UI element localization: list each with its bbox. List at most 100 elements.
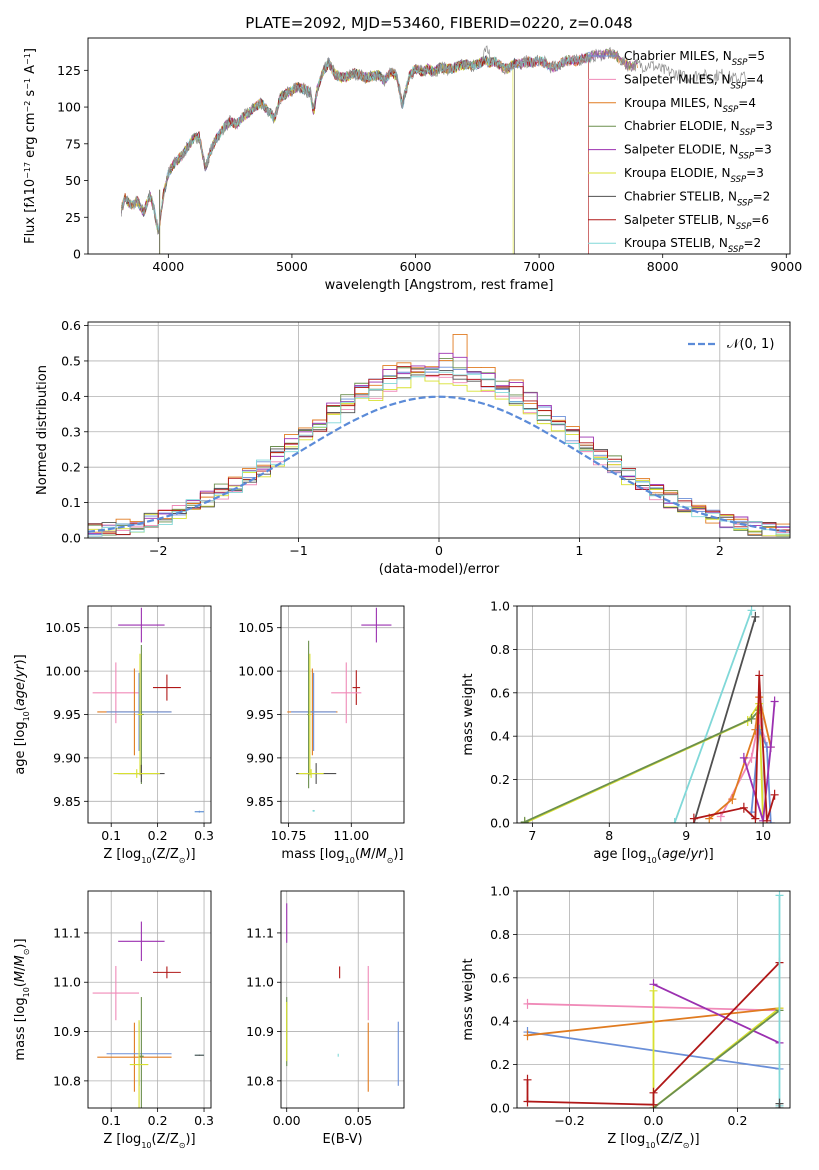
mass-weight-marker	[751, 611, 760, 622]
x-tick-label: 11.00	[333, 828, 369, 843]
y-tick-label: 0.0	[490, 816, 510, 831]
axes-frame	[87, 605, 212, 824]
x-tick-label: 0.05	[344, 1113, 372, 1128]
x-tick-label: 0	[435, 543, 443, 558]
x-tick-label: −2	[149, 543, 167, 558]
errorbar-kroupa_elodie	[129, 1020, 149, 1108]
mass-weight-line	[652, 1009, 781, 1108]
axes-massweight_vs_Z: −0.2 0.0 0.2 0.0 0.2 0.4 0.6 0.8 1.0 Z [log10(Z/Z…	[461, 884, 791, 1150]
axes-massweight_vs_age: 7 8 9 10 0.0 0.2 0.4 0.6 0.8 1.0 age [log10(age/yr…	[461, 599, 791, 865]
y-tick-label: 1.0	[490, 884, 510, 899]
mass-weight-marker	[755, 670, 764, 681]
y-axis-label: Flux [fλ10−17 erg cm−2 s−1 A−1]	[23, 48, 39, 244]
y-tick-label: 0.1	[61, 495, 81, 510]
y-tick-label: 10.9	[246, 1024, 274, 1039]
x-axis-label: E(B-V)	[322, 1132, 362, 1147]
mass-weight-series-salpeter_elodie	[649, 979, 784, 1048]
y-tick-label: 10.00	[45, 664, 81, 679]
mass-weight-marker	[770, 789, 779, 800]
axes-frame	[87, 37, 791, 255]
y-tick-label: 9.90	[53, 750, 81, 765]
y-tick-label: 0.0	[61, 531, 81, 546]
axes-frame	[280, 605, 405, 824]
x-axis-label: mass [log10(M/M⊙)]	[281, 847, 403, 865]
errorbar-kroupa_stelib	[312, 809, 315, 812]
errorbar-kroupa_elodie	[113, 769, 160, 778]
mass-weight-series-kroupa_elodie	[649, 985, 784, 1108]
errorbar-salpeter_miles	[331, 662, 362, 724]
mass-weight-marker	[775, 891, 784, 901]
legend-label-salpeter_elodie: Salpeter ELODIE, NSSP=3	[624, 143, 772, 162]
mass-weight-marker	[762, 815, 771, 823]
x-tick-label: 7	[528, 828, 536, 843]
mass-weight-line	[652, 990, 781, 1108]
plot-area-age_vs_Z	[88, 606, 211, 823]
y-tick-label: 0.8	[490, 642, 510, 657]
y-tick-label: 9.85	[53, 794, 81, 809]
x-tick-label: 1	[575, 543, 583, 558]
x-axis-label: Z [log10(Z/Z⊙)]	[607, 1132, 699, 1150]
y-tick-label: 11.0	[246, 975, 274, 990]
normal-curve	[88, 395, 790, 533]
axes-residual_hist: −2 −1 0 1 2 0.0 0.1 0.2 0.3 0.4 0.5 0.6 (data-model)…	[35, 318, 791, 577]
mass-weight-series-kroupa_elodie	[520, 698, 768, 823]
y-axis-label: mass weight	[461, 958, 476, 1040]
axes-spectrum: 4000 5000 6000 7000 8000 9000 0 25 50 75 100 125 wav…	[23, 14, 803, 293]
errorbar-salpeter_elodie	[118, 921, 165, 962]
y-tick-label: 0	[73, 247, 81, 262]
errorbar-salpeter_stelib	[352, 670, 361, 705]
y-tick-label: 0.4	[61, 389, 81, 404]
y-tick-label: 9.90	[246, 750, 274, 765]
errorbar-chabrier_miles	[291, 672, 337, 751]
y-tick-label: 9.95	[246, 707, 274, 722]
spectrum-model-salpeter_stelib	[121, 53, 589, 254]
x-tick-label: −0.2	[554, 1113, 584, 1128]
plot-area-age_vs_mass	[281, 606, 404, 823]
y-tick-label: 10.9	[53, 1024, 81, 1039]
y-axis-label: mass weight	[461, 673, 476, 755]
mass-weight-marker	[649, 1087, 658, 1098]
y-axis-label: age [log10(age/yr)]	[13, 654, 31, 774]
errorbar-salpeter_miles	[92, 662, 140, 724]
x-tick-label: 0.00	[273, 1113, 301, 1128]
mass-weight-series-salpeter_elodie	[739, 696, 779, 823]
x-tick-label: 0.0	[644, 1113, 664, 1128]
legend-label-kroupa_stelib: Kroupa STELIB, NSSP=2	[624, 236, 761, 255]
x-tick-label: 0.1	[101, 828, 121, 843]
errorbar-chabrier_elodie	[139, 997, 144, 1108]
y-tick-label: 0.2	[61, 460, 81, 475]
plot-area-residual_hist	[88, 322, 790, 538]
mass-weight-marker	[523, 1074, 532, 1085]
plot-area-mass_vs_Z	[88, 891, 211, 1108]
x-tick-label: 5000	[276, 259, 308, 274]
hist-kroupa_stelib	[88, 368, 790, 538]
mass-weight-marker	[766, 742, 775, 753]
x-tick-label: 9	[682, 828, 690, 843]
mass-weight-marker	[523, 998, 532, 1009]
spectrum-legend: Chabrier MILES, NSSP=5 Salpeter MILES, NS…	[588, 49, 773, 255]
mass-weight-series-chabrier_stelib	[775, 1098, 784, 1108]
plot-area-spectrum	[121, 45, 747, 254]
y-tick-label: 100	[57, 100, 81, 115]
axes-frame	[87, 321, 791, 539]
y-tick-label: 10.05	[45, 620, 81, 635]
y-tick-label: 0.2	[490, 772, 510, 787]
y-tick-label: 0.6	[490, 685, 510, 700]
x-tick-label: 8	[605, 828, 613, 843]
axes-mass_vs_ebv: 0.00 0.05 10.8 10.9 11.0 11.1 E(B-V)	[246, 890, 405, 1147]
y-tick-label: 11.1	[53, 925, 81, 940]
legend-label-kroupa_elodie: Kroupa ELODIE, NSSP=3	[624, 166, 764, 185]
legend-label-kroupa_miles: Kroupa MILES, NSSP=4	[624, 96, 756, 115]
legend-label-chabrier_elodie: Chabrier ELODIE, NSSP=3	[624, 119, 773, 138]
y-tick-label: 9.85	[246, 794, 274, 809]
x-tick-label: 6000	[400, 259, 432, 274]
plot-area-massweight_vs_age	[517, 606, 790, 823]
x-tick-label: 0.2	[148, 1113, 168, 1128]
y-tick-label: 25	[65, 210, 81, 225]
y-tick-label: 0.8	[490, 927, 510, 942]
y-tick-label: 0.6	[490, 970, 510, 985]
errorbar-salpeter_miles	[92, 965, 140, 1021]
plot-area-massweight_vs_Z	[517, 891, 790, 1108]
mass-weight-line	[653, 983, 780, 1044]
